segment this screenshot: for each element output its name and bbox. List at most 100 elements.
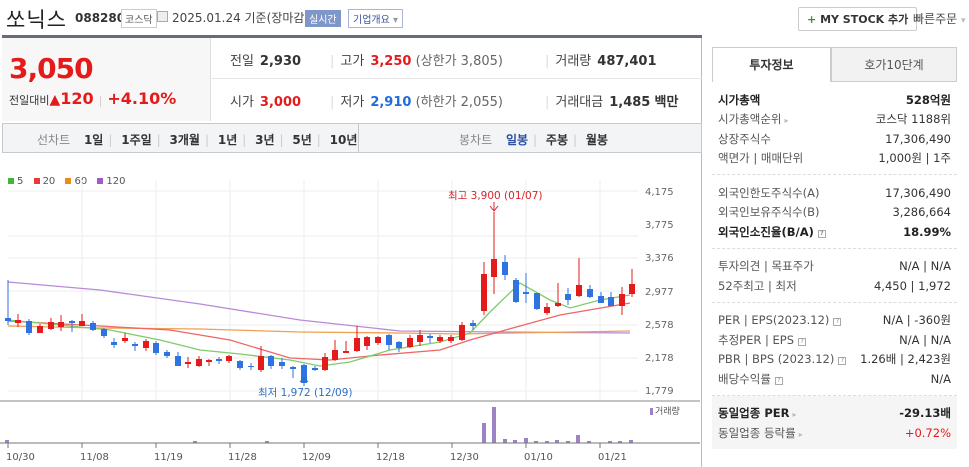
candle-chart-tabs: 봉차트 일봉 | 주봉 | 월봉 — [358, 124, 701, 152]
chevron-down-icon: ▾ — [961, 16, 966, 26]
help-icon[interactable]: ? — [838, 357, 847, 366]
tab-3m[interactable]: 3개월 — [169, 133, 200, 147]
svg-text:3,376: 3,376 — [645, 253, 674, 264]
help-icon[interactable]: ? — [833, 318, 842, 327]
my-stock-label: MY STOCK 추가 — [820, 13, 909, 26]
sector-per-link[interactable]: 동일업종 PER ▸ — [718, 406, 797, 421]
my-stock-add-button[interactable]: + MY STOCK 추가 — [798, 7, 918, 31]
quick-order-dropdown[interactable]: 빠른주문 ▾ — [913, 10, 966, 27]
foreign-limit-value: 17,306,490 — [885, 185, 951, 200]
tab-weekly[interactable]: 주봉 — [545, 133, 569, 147]
foreign-held-value: 3,286,664 — [892, 205, 951, 220]
sector-change-value: +0.72% — [904, 425, 951, 440]
prev-label: 전일 — [230, 54, 254, 69]
opinion-value: N/A | N/A — [899, 259, 951, 274]
up-triangle-icon: ▲ — [49, 92, 61, 108]
prev-value: 2,930 — [259, 54, 302, 69]
market-cap-rank-link[interactable]: 시가총액순위 ▸ — [718, 112, 789, 127]
candles — [5, 212, 635, 385]
change-pct: +4.10% — [107, 89, 177, 108]
sector-change-link[interactable]: 동일업종 등락률 ▸ — [718, 425, 803, 440]
tab-monthly[interactable]: 월봉 — [585, 133, 608, 147]
help-icon[interactable]: ? — [774, 376, 783, 385]
tab-5y[interactable]: 5년 — [292, 133, 312, 147]
legend-ma60: 60 — [65, 176, 87, 187]
quick-order-label: 빠른주문 — [913, 12, 958, 26]
foreign-held-label: 외국인보유주식수(B) — [718, 205, 820, 220]
svg-text:11/08: 11/08 — [80, 452, 109, 463]
lower-limit: (하한가 2,055) — [415, 95, 503, 110]
pbr-bps-label: PBR | BPS (2023.12) — [718, 352, 835, 367]
svg-text:12/18: 12/18 — [376, 452, 405, 463]
svg-text:2,977: 2,977 — [645, 287, 674, 298]
tab-hoga-10[interactable]: 호가10단계 — [831, 47, 957, 82]
divider — [2, 35, 702, 38]
tab-invest-info[interactable]: 투자정보 — [712, 47, 831, 82]
svg-text:11/19: 11/19 — [154, 452, 183, 463]
tab-1d[interactable]: 1일 — [83, 133, 104, 147]
change-info: 전일대비▲120 | +4.10% — [9, 89, 177, 108]
svg-text:3,775: 3,775 — [645, 220, 674, 231]
realtime-button[interactable]: 실시간 — [305, 10, 341, 27]
dividend-label: 배당수익률 — [718, 371, 771, 386]
market-cap-rank-value: 코스닥 1188위 — [875, 112, 951, 127]
candlestick-chart[interactable]: 4,175 3,775 3,376 2,977 2,578 2,178 1,77… — [0, 180, 700, 467]
market-cap-label: 시가총액 — [718, 92, 761, 107]
company-overview-dropdown[interactable]: 기업개요 ▾ — [348, 9, 404, 28]
help-icon[interactable]: ? — [798, 337, 807, 346]
low-value: 2,910 — [370, 95, 412, 110]
market-badge: 코스닥 — [121, 9, 157, 28]
invest-info-panel: 투자정보 호가10단계 시가총액 528억원 시가총액순위 ▸ 코스닥 1188위 상… — [712, 47, 957, 449]
amount-unit: 백만 — [654, 95, 679, 110]
info-group-4: PER | EPS(2023.12)? N/A | -360원 추정PER | E… — [712, 303, 957, 396]
date-label: 2025.01.24 기준(장마감) — [172, 11, 310, 25]
plus-icon: + — [807, 13, 817, 26]
line-chart-tabs: 선차트 1일 | 1주일 | 3개월 | 1년 | 3년 | 5년 | 10년 — [37, 133, 358, 147]
line-chart-label: 선차트 — [37, 133, 71, 147]
low-annotation: 최저 1,972 (12/09) — [258, 387, 353, 399]
tab-1w[interactable]: 1주일 — [121, 133, 152, 147]
svg-text:1,779: 1,779 — [645, 386, 674, 397]
info-group-5: 동일업종 PER ▸ -29.13배 동일업종 등락률 ▸ +0.72% — [712, 395, 957, 449]
tab-1y[interactable]: 1년 — [217, 133, 238, 147]
legend-ma20: 20 — [33, 176, 55, 187]
change-label: 전일대비 — [9, 94, 50, 107]
svg-text:2,178: 2,178 — [645, 353, 674, 364]
tab-3y[interactable]: 3년 — [255, 133, 275, 147]
foreign-ratio-value: 18.99% — [903, 224, 951, 239]
sector-per-value: -29.13배 — [899, 406, 951, 421]
opinion-label: 투자의견 | 목표주가 — [718, 259, 814, 274]
x-axis-labels: 10/30 11/08 11/19 11/28 12/09 12/18 12/3… — [6, 452, 627, 463]
volume-label: 거래량 — [555, 54, 592, 69]
svg-text:4,175: 4,175 — [645, 187, 674, 198]
stock-name: 쏘닉스 — [6, 8, 67, 32]
est-per-label: 추정PER | EPS — [718, 332, 795, 347]
price-box: 3,050 전일대비▲120 | +4.10% — [2, 38, 211, 121]
listed-shares-label: 상장주식수 — [718, 131, 771, 146]
info-group-1: 시가총액 528억원 시가총액순위 ▸ 코스닥 1188위 상장주식수 17,306,4… — [712, 82, 957, 175]
arrow-right-icon: ▸ — [798, 429, 803, 439]
low-label: 저가 — [340, 95, 365, 110]
chart-tabs: 선차트 1일 | 1주일 | 3개월 | 1년 | 3년 | 5년 | 10년 봉차트 일봉… — [2, 123, 702, 153]
per-eps-value: N/A | -360원 — [882, 313, 951, 328]
pbr-bps-value: 1.26배 | 2,423원 — [860, 352, 951, 367]
upper-limit: (상한가 3,805) — [415, 54, 503, 69]
foreign-ratio-label: 외국인소진율(B/A) — [718, 224, 814, 239]
info-group-3: 투자의견 | 목표주가 N/A | N/A 52주최고 | 최저 4,450 | 1… — [712, 249, 957, 303]
svg-text:12/30: 12/30 — [450, 452, 479, 463]
tab-daily[interactable]: 일봉 — [505, 133, 529, 147]
52w-label: 52주최고 | 최저 — [718, 278, 797, 293]
arrow-right-icon: ▸ — [792, 410, 797, 420]
market-cap-value: 528억원 — [905, 92, 951, 107]
open-label: 시가 — [230, 95, 254, 110]
52w-value: 4,450 | 1,972 — [873, 278, 951, 293]
legend-ma120: 120 — [97, 176, 126, 187]
tab-10y[interactable]: 10년 — [329, 133, 358, 147]
per-eps-label: PER | EPS(2023.12) — [718, 313, 830, 328]
par-value-label: 액면가 | 매매단위 — [718, 151, 804, 166]
header: 쏘닉스 088280 코스닥 2025.01.24 기준(장마감) 실시간 기업… — [0, 0, 969, 34]
svg-text:12/09: 12/09 — [302, 452, 331, 463]
par-value-value: 1,000원 | 1주 — [878, 151, 951, 166]
help-icon[interactable]: ? — [817, 229, 826, 238]
legend-ma5: 5 — [8, 176, 23, 187]
